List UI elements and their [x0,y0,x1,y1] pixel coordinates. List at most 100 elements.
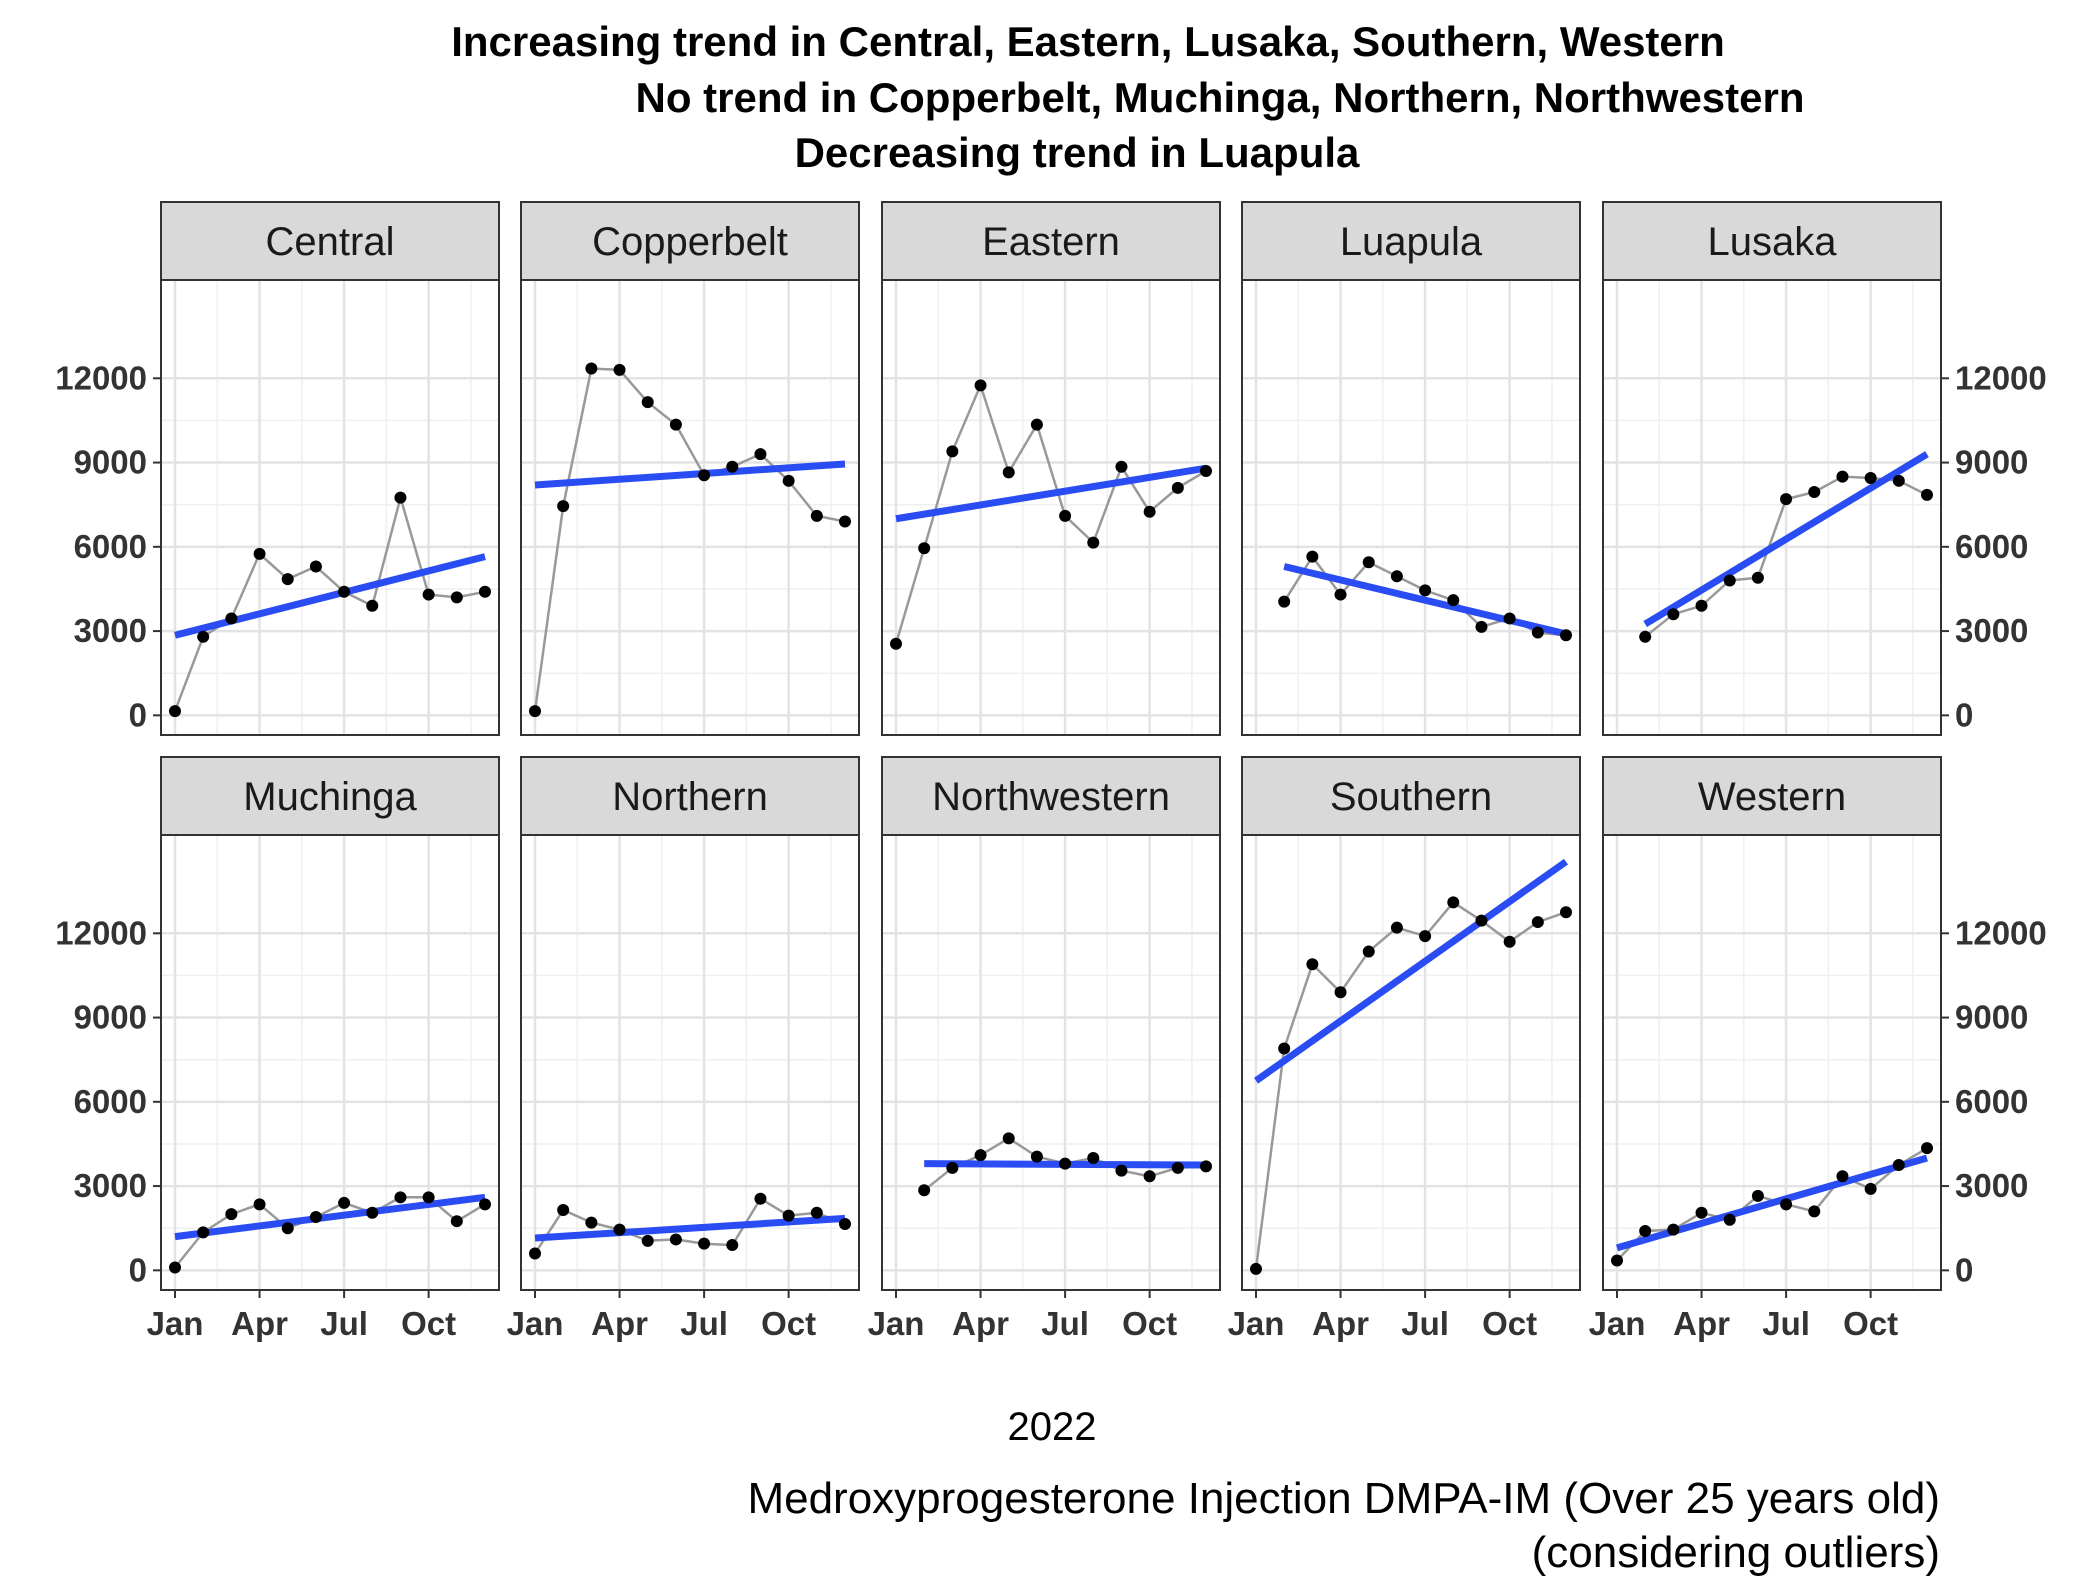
y-tick-label: 9000 [1955,999,2028,1036]
data-point [810,1206,823,1219]
panel-background [161,280,499,735]
panel-border [1602,834,1942,1291]
data-point [974,1149,987,1162]
data-point [890,637,902,650]
x-tick-label: Apr [1312,1305,1369,1342]
data-point [1362,556,1375,569]
x-tick-label: Oct [1482,1305,1537,1342]
facet-luapula: Luapula [1241,201,1581,736]
y-tick-label: 3000 [74,612,147,649]
panel-background [1242,280,1580,735]
data-point [1059,509,1072,522]
y-tick-label: 3000 [1955,1167,2028,1204]
y-tick-label: 6000 [1955,528,2028,565]
data-point [1695,1206,1708,1219]
data-point [309,560,322,573]
y-tick-label: 3000 [1955,612,2028,649]
panel-background [161,835,499,1290]
data-point [669,418,682,431]
y-tick-label: 3000 [74,1167,147,1204]
y-tick-label: 0 [1955,696,1973,733]
data-point [585,1216,598,1229]
series-line [533,367,846,712]
data-point [585,362,598,375]
data-point [338,585,351,598]
facet-title: Western [1698,775,1846,819]
facet-strip [520,201,860,281]
data-point [366,599,379,612]
facet-central: Central 0 3000 6000 9000 12000 [55,201,500,736]
facet-title: Southern [1330,775,1492,819]
x-tick-label: Jan [1228,1305,1285,1342]
caption-line-1: Medroxyprogesterone Injection DMPA-IM (O… [747,1474,1940,1523]
facet-strip [1241,201,1581,281]
data-point [1751,1189,1764,1202]
panel-border [1602,279,1942,736]
data-point [782,1209,795,1222]
data-point [1390,921,1403,934]
facet-title: Luapula [1340,220,1483,264]
facet-western: Western 0 3000 6000 9000 12000 Jan Apr Jul Oct [1589,756,2047,1342]
facet-strip [1602,201,1942,281]
caption-line-2: (considering outliers) [1532,1528,1940,1577]
data-point [366,1206,379,1219]
trend-line [1253,858,1569,1084]
panel-background [1603,280,1941,735]
facet-title: Northwestern [932,775,1170,819]
data-point [726,460,739,473]
data-point [422,588,435,601]
trend-line [174,1193,486,1241]
x-tick-label: Apr [1673,1305,1730,1342]
facet-panels: Central 0 3000 6000 9000 12000 Copperbelt Easte… [55,201,2047,1342]
data-point [479,585,491,598]
data-point [1560,629,1572,642]
data-point [918,1184,931,1197]
panel-border [881,279,1221,736]
y-tick-label: 0 [129,1251,147,1288]
data-point [394,1191,407,1204]
data-point [1306,550,1319,563]
data-point [169,705,181,718]
panel-background [1242,835,1580,1290]
data-point [1171,1161,1184,1174]
data-point [613,1223,626,1236]
x-tick-label: Jan [147,1305,204,1342]
data-point [1921,1142,1933,1155]
data-point [1503,935,1516,948]
data-point [253,547,266,560]
facet-lusaka: Lusaka 0 3000 6000 9000 12000 [1602,201,2047,736]
data-point [641,1234,654,1247]
panel-border [1241,279,1581,736]
trend-line [174,553,486,639]
facet-muchinga: Muchinga 0 3000 6000 9000 12000 Jan Apr Jul Oct [55,756,500,1342]
title-line-1: Increasing trend in Central, Eastern, Lu… [451,18,1725,65]
x-axis-label: 2022 [1008,1405,1097,1449]
data-point [1836,1170,1849,1183]
panel-border [160,834,500,1291]
panel-background [521,280,859,735]
data-point [557,1203,570,1216]
data-point [1087,536,1100,549]
data-point [613,363,626,376]
facet-title: Northern [612,775,768,819]
data-point [1892,1159,1905,1172]
data-point [1334,986,1347,999]
data-point [1864,1182,1877,1195]
data-point [1447,896,1460,909]
y-tick-label: 12000 [55,359,147,396]
data-point [698,1237,711,1250]
data-point [1780,1198,1793,1211]
data-point [450,1215,463,1228]
trend-line [1643,451,1929,628]
facet-strip [160,201,500,281]
facet-strip [520,756,860,836]
y-tick-label: 9000 [74,444,147,481]
facet-eastern: Eastern [881,201,1221,736]
data-point [225,1208,238,1221]
data-point [1030,1150,1043,1163]
facet-title: Copperbelt [592,220,788,264]
chart-caption: Medroxyprogesterone Injection DMPA-IM (O… [747,1474,1940,1577]
data-point [197,1226,210,1239]
panel-border [160,279,500,736]
